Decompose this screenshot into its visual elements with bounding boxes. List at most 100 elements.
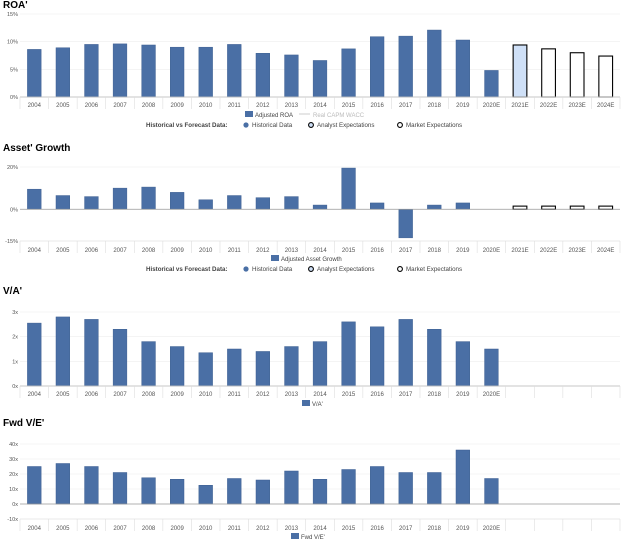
- roa-xtick: 2020E: [483, 103, 500, 109]
- asset-growth-ytick: 0%: [10, 207, 18, 213]
- asset-growth-bar: [398, 209, 413, 239]
- va-ytick: 2x: [12, 335, 18, 341]
- asset-growth-bar: [284, 196, 299, 210]
- asset-growth-xtick: 2012: [256, 248, 270, 254]
- asset-growth-xtick: 2011: [228, 248, 242, 254]
- asset-growth-xtick: 2023E: [568, 248, 585, 254]
- fwd-ve-xtick: 2020E: [483, 526, 500, 532]
- roa-bar: [55, 47, 70, 98]
- asset-growth-bar: [255, 197, 270, 210]
- va-bar: [455, 341, 470, 387]
- asset-growth-bar: [598, 205, 614, 210]
- va-xtick: 2004: [28, 392, 42, 398]
- asset-growth-legend-label: Adjusted Asset Growth: [281, 257, 342, 263]
- asset-growth-xtick: 2020E: [483, 248, 500, 254]
- fwd-ve-ytick: 10x: [9, 487, 18, 493]
- roa-bar: [112, 43, 128, 98]
- fwd-ve-legend-swatch: [291, 533, 299, 539]
- va-bar: [341, 321, 356, 387]
- roa-ytick: 10%: [7, 40, 18, 46]
- roa-bar: [427, 29, 442, 98]
- fwd-ve-xtick: 2004: [28, 526, 42, 532]
- roa-chart: 0% 5% 10% 15% 2004 2005 2006 2007 2008 2009 2010 20…: [7, 12, 621, 129]
- roa-forecast-legend-title: Historical vs Forecast Data:: [146, 122, 228, 129]
- roa-xtick: 2017: [399, 103, 413, 109]
- fwd-ve-xtick: 2018: [428, 526, 442, 532]
- roa-bar: [170, 46, 185, 98]
- asset-growth-bar: [341, 167, 356, 210]
- fwd-ve-ytick: 40x: [9, 442, 18, 448]
- fwd-ve-bar: [484, 478, 499, 505]
- fwd-ve-ytick: 30x: [9, 457, 18, 463]
- fwd-ve-bar: [170, 479, 185, 505]
- va-bar: [55, 316, 70, 387]
- va-bar: [427, 329, 442, 387]
- asset-growth-panel: Asset' Growth -15% 0% 20% 2004 2005 2006 2007 2…: [0, 143, 624, 283]
- roa-bar: [341, 48, 356, 98]
- roa-xtick: 2005: [56, 103, 70, 109]
- fwd-ve-ytick: 20x: [9, 472, 18, 478]
- va-bar: [198, 352, 213, 387]
- fwd-ve-xtick: 2016: [370, 526, 384, 532]
- asset-growth-bar: [455, 202, 470, 210]
- va-bar: [255, 351, 270, 387]
- asset-growth-chart: -15% 0% 20% 2004 2005 2006 2007 2008 2009 2010 201…: [5, 165, 621, 273]
- roa-bar: [141, 44, 156, 98]
- asset-growth-legend-swatch: [271, 255, 279, 261]
- va-xtick: 2015: [342, 392, 356, 398]
- va-bar: [398, 319, 413, 387]
- asset-growth-xtick: 2024E: [597, 248, 614, 254]
- fwd-ve-xtick: 2012: [256, 526, 270, 532]
- va-xtick: 2008: [142, 392, 156, 398]
- roa-bar: [398, 35, 413, 98]
- fwd-ve-xtick: 2011: [228, 526, 242, 532]
- va-panel: V/A' 0x 1x 2x 3x 2004 2005 2006 2007 2008 2009 201…: [0, 286, 624, 416]
- asset-growth-bar: [370, 202, 385, 210]
- roa-xtick: 2013: [285, 103, 299, 109]
- roa-xtick: 2024E: [597, 103, 614, 109]
- fwd-ve-xtick: 2013: [285, 526, 299, 532]
- va-bar: [170, 346, 185, 387]
- roa-ytick: 5%: [10, 67, 18, 73]
- roa-ytick: 15%: [7, 12, 18, 18]
- roa-panel: ROA' 0% 5% 10% 15% 2004 2005 2006 2007 2008 2009 2…: [0, 0, 624, 140]
- roa-bar: [455, 39, 470, 98]
- roa-bar: [198, 46, 213, 98]
- asset-growth-xtick: 2006: [85, 248, 99, 254]
- asset-growth-bar: [427, 204, 442, 210]
- roa-xtick: 2015: [342, 103, 356, 109]
- roa-bar: [541, 48, 556, 98]
- roa-market-label: Market Expectations: [406, 122, 462, 129]
- asset-growth-bar: [112, 187, 128, 210]
- asset-growth-bar: [170, 192, 185, 210]
- fwd-ve-ytick: -10x: [7, 517, 18, 523]
- asset-growth-bar: [312, 204, 328, 210]
- fwd-ve-bar: [370, 466, 385, 505]
- roa-wacc-label: Real CAPM WACC: [313, 113, 365, 119]
- asset-growth-bar: [55, 195, 70, 210]
- fwd-ve-bar: [255, 479, 270, 505]
- fwd-ve-ytick: 0x: [12, 502, 18, 508]
- roa-legend-swatch: [245, 111, 253, 117]
- roa-historical-label: Historical Data: [252, 122, 293, 129]
- fwd-ve-xtick: 2015: [342, 526, 356, 532]
- asset-growth-xtick: 2013: [285, 248, 299, 254]
- fwd-ve-bar: [455, 449, 470, 505]
- va-xtick: 2020E: [483, 392, 500, 398]
- asset-growth-xtick: 2022E: [540, 248, 557, 254]
- roa-bar: [312, 60, 328, 98]
- roa-xtick: 2010: [199, 103, 213, 109]
- roa-market-marker: [397, 122, 403, 128]
- va-bar: [27, 322, 42, 387]
- fwd-ve-xtick: 2014: [313, 526, 327, 532]
- roa-bar: [484, 70, 499, 98]
- fwd-ve-bar: [398, 472, 413, 505]
- fwd-ve-bar: [227, 478, 242, 505]
- fwd-ve-panel: Fwd V/E' -10x 0x 10x 20x 30x 40x 2004 2005 2006 2…: [0, 418, 624, 543]
- va-ytick: 0x: [12, 384, 18, 390]
- va-title: V/A': [3, 286, 23, 297]
- asset-growth-bar: [512, 205, 528, 210]
- asset-growth-xtick: 2016: [370, 248, 384, 254]
- roa-title: ROA': [3, 0, 28, 11]
- asset-growth-xtick: 2007: [113, 248, 127, 254]
